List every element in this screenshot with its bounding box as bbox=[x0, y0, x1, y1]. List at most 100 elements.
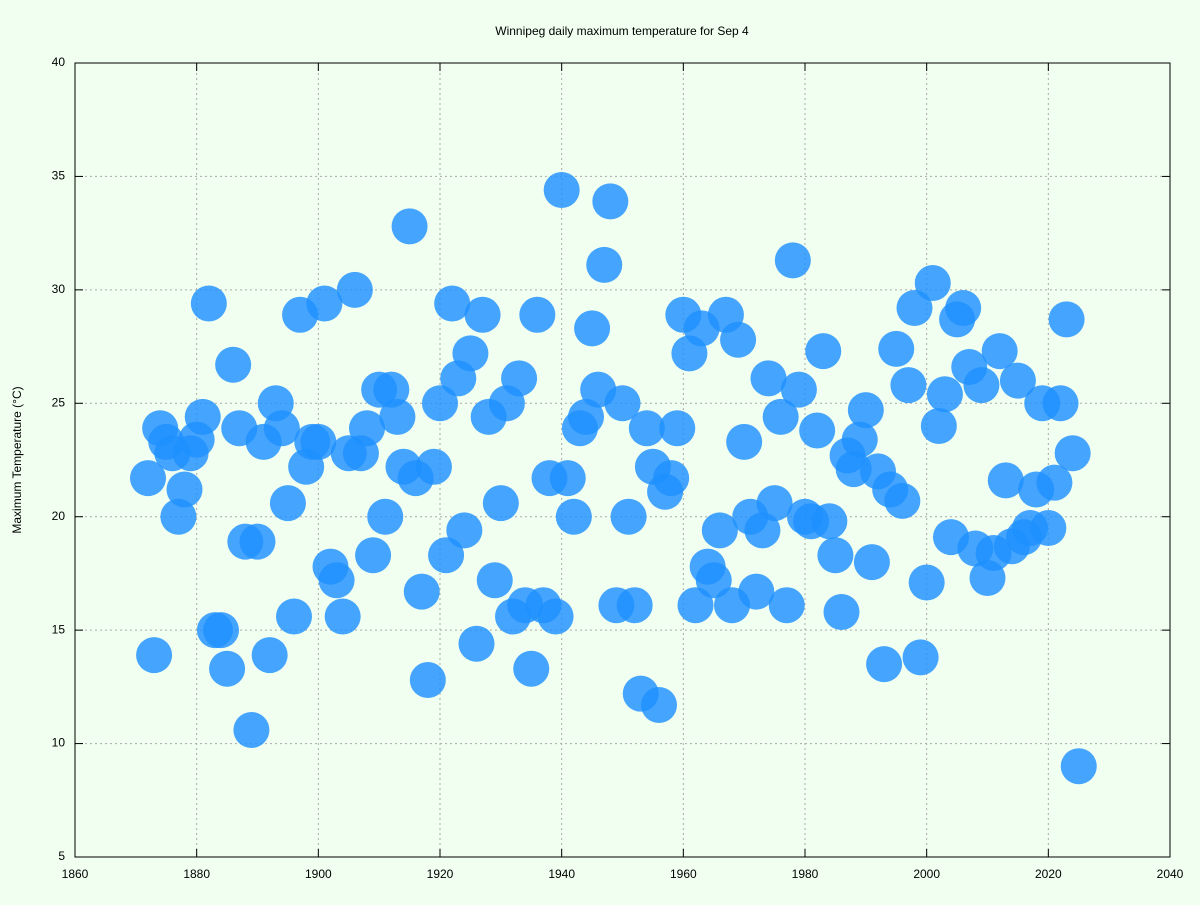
y-tick-label: 35 bbox=[52, 169, 66, 183]
point bbox=[306, 285, 343, 322]
point bbox=[945, 290, 982, 327]
point bbox=[464, 296, 501, 333]
point bbox=[428, 537, 465, 574]
y-tick-label: 25 bbox=[52, 395, 66, 409]
point bbox=[367, 498, 404, 535]
point bbox=[586, 246, 623, 283]
point bbox=[391, 208, 428, 245]
y-tick-label: 20 bbox=[52, 509, 66, 523]
point bbox=[1030, 510, 1067, 547]
point bbox=[762, 398, 799, 435]
point bbox=[817, 537, 854, 574]
point bbox=[269, 485, 306, 522]
point bbox=[1036, 464, 1073, 501]
point bbox=[866, 646, 903, 683]
point bbox=[896, 290, 933, 327]
point bbox=[519, 296, 556, 333]
point bbox=[695, 562, 732, 599]
y-tick-label: 30 bbox=[52, 282, 66, 296]
plot-frame bbox=[74, 62, 1171, 858]
point bbox=[379, 398, 416, 435]
y-tick-label: 5 bbox=[58, 849, 65, 863]
point bbox=[981, 333, 1018, 370]
point bbox=[920, 407, 957, 444]
point bbox=[768, 587, 805, 624]
chart-title: Winnipeg daily maximum temperature for S… bbox=[495, 24, 749, 38]
point bbox=[190, 285, 227, 322]
point bbox=[239, 523, 276, 560]
point bbox=[884, 482, 921, 519]
point bbox=[203, 612, 239, 649]
point bbox=[233, 711, 270, 748]
point bbox=[756, 485, 793, 522]
point bbox=[403, 573, 440, 610]
point bbox=[482, 485, 519, 522]
point bbox=[811, 503, 848, 540]
point bbox=[926, 376, 963, 413]
point bbox=[720, 321, 757, 358]
point bbox=[841, 421, 878, 458]
point bbox=[1042, 385, 1079, 422]
point bbox=[415, 448, 452, 485]
point bbox=[349, 410, 385, 447]
point bbox=[136, 637, 173, 674]
point bbox=[549, 460, 586, 497]
point bbox=[476, 562, 513, 599]
point bbox=[628, 410, 665, 447]
x-tick-label: 1860 bbox=[62, 867, 89, 881]
point bbox=[659, 410, 696, 447]
point bbox=[422, 385, 458, 422]
point bbox=[434, 285, 471, 322]
point bbox=[1060, 748, 1097, 785]
y-tick-label: 10 bbox=[52, 736, 66, 750]
point bbox=[300, 423, 337, 460]
point bbox=[878, 330, 915, 367]
point bbox=[409, 662, 446, 699]
point bbox=[616, 587, 653, 624]
point bbox=[452, 335, 489, 372]
point bbox=[726, 423, 763, 460]
point bbox=[324, 598, 361, 635]
point bbox=[336, 271, 373, 308]
point bbox=[537, 598, 574, 635]
point bbox=[458, 625, 495, 662]
point bbox=[263, 410, 300, 447]
point bbox=[1054, 435, 1091, 472]
x-tick-label: 1940 bbox=[548, 867, 575, 881]
point bbox=[987, 462, 1024, 499]
point bbox=[592, 183, 629, 220]
point bbox=[251, 637, 288, 674]
point bbox=[853, 544, 890, 581]
point bbox=[543, 172, 580, 209]
point bbox=[373, 371, 410, 408]
point bbox=[641, 687, 677, 724]
point bbox=[963, 367, 1000, 404]
y-tick-label: 15 bbox=[52, 622, 66, 636]
point bbox=[744, 512, 781, 549]
point bbox=[908, 564, 945, 601]
point bbox=[738, 573, 775, 610]
point bbox=[160, 498, 197, 535]
point bbox=[215, 346, 252, 383]
x-tick-label: 1920 bbox=[427, 867, 454, 881]
point bbox=[610, 498, 647, 535]
x-tick-label: 2020 bbox=[1035, 867, 1062, 881]
point bbox=[847, 392, 884, 429]
point bbox=[701, 512, 738, 549]
x-tick-label: 2040 bbox=[1157, 867, 1184, 881]
point bbox=[276, 598, 312, 635]
point bbox=[501, 360, 538, 397]
point bbox=[568, 398, 604, 435]
point bbox=[184, 398, 221, 435]
point bbox=[1048, 301, 1085, 338]
point bbox=[799, 412, 836, 449]
point bbox=[774, 242, 811, 279]
point bbox=[513, 650, 550, 687]
point bbox=[902, 639, 939, 676]
point bbox=[130, 460, 166, 497]
point bbox=[805, 333, 842, 370]
y-tick-label: 40 bbox=[52, 55, 66, 69]
x-tick-label: 1960 bbox=[670, 867, 697, 881]
